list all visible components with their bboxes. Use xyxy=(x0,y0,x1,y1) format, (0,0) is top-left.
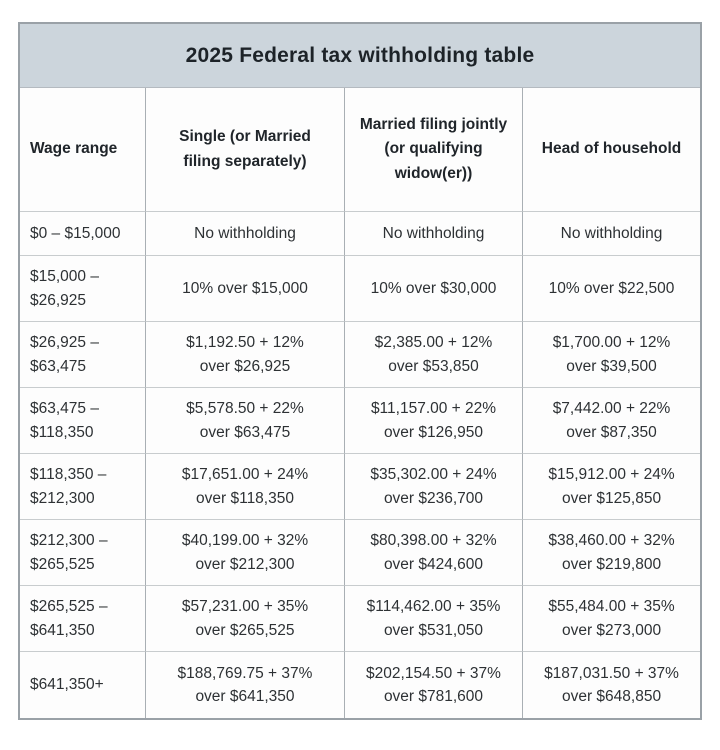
table-header-row: Wage range Single (or Married filing sep… xyxy=(20,88,701,212)
cell-single: $188,769.75 + 37% over $641,350 xyxy=(146,652,345,718)
column-header-wage-range: Wage range xyxy=(20,88,146,212)
cell-married-jointly: No withholding xyxy=(345,212,523,256)
table-title-row: 2025 Federal tax withholding table xyxy=(20,24,701,88)
table-row: $0 – $15,000 No withholding No withholdi… xyxy=(20,212,701,256)
cell-married-jointly: 10% over $30,000 xyxy=(345,256,523,322)
column-header-married-filing-jointly: Married filing jointly (or qualifying wi… xyxy=(345,88,523,212)
cell-wage-range: $641,350+ xyxy=(20,652,146,718)
cell-married-jointly: $2,385.00 + 12% over $53,850 xyxy=(345,322,523,388)
cell-single: $5,578.50 + 22% over $63,475 xyxy=(146,388,345,454)
cell-wage-range: $0 – $15,000 xyxy=(20,212,146,256)
cell-head-of-household: $38,460.00 + 32% over $219,800 xyxy=(523,520,701,586)
cell-wage-range: $118,350 – $212,300 xyxy=(20,454,146,520)
cell-single: $17,651.00 + 24% over $118,350 xyxy=(146,454,345,520)
table-row: $641,350+ $188,769.75 + 37% over $641,35… xyxy=(20,652,701,718)
table-row: $15,000 – $26,925 10% over $15,000 10% o… xyxy=(20,256,701,322)
cell-head-of-household: $1,700.00 + 12% over $39,500 xyxy=(523,322,701,388)
column-header-head-of-household: Head of household xyxy=(523,88,701,212)
cell-single: 10% over $15,000 xyxy=(146,256,345,322)
cell-head-of-household: No withholding xyxy=(523,212,701,256)
page-title: 2025 Federal tax withholding table xyxy=(20,24,701,88)
cell-head-of-household: $15,912.00 + 24% over $125,850 xyxy=(523,454,701,520)
cell-single: No withholding xyxy=(146,212,345,256)
table-row: $118,350 – $212,300 $17,651.00 + 24% ove… xyxy=(20,454,701,520)
cell-head-of-household: 10% over $22,500 xyxy=(523,256,701,322)
cell-wage-range: $26,925 – $63,475 xyxy=(20,322,146,388)
cell-married-jointly: $11,157.00 + 22% over $126,950 xyxy=(345,388,523,454)
cell-married-jointly: $35,302.00 + 24% over $236,700 xyxy=(345,454,523,520)
cell-married-jointly: $114,462.00 + 35% over $531,050 xyxy=(345,586,523,652)
cell-wage-range: $63,475 – $118,350 xyxy=(20,388,146,454)
federal-tax-withholding-table: 2025 Federal tax withholding table Wage … xyxy=(18,22,703,720)
cell-single: $1,192.50 + 12% over $26,925 xyxy=(146,322,345,388)
column-header-single: Single (or Married filing separately) xyxy=(146,88,345,212)
cell-wage-range: $265,525 – $641,350 xyxy=(20,586,146,652)
cell-wage-range: $15,000 – $26,925 xyxy=(20,256,146,322)
cell-married-jointly: $202,154.50 + 37% over $781,600 xyxy=(345,652,523,718)
cell-single: $57,231.00 + 35% over $265,525 xyxy=(146,586,345,652)
cell-single: $40,199.00 + 32% over $212,300 xyxy=(146,520,345,586)
table-row: $212,300 – $265,525 $40,199.00 + 32% ove… xyxy=(20,520,701,586)
table-row: $265,525 – $641,350 $57,231.00 + 35% ove… xyxy=(20,586,701,652)
cell-head-of-household: $55,484.00 + 35% over $273,000 xyxy=(523,586,701,652)
cell-head-of-household: $187,031.50 + 37% over $648,850 xyxy=(523,652,701,718)
cell-wage-range: $212,300 – $265,525 xyxy=(20,520,146,586)
cell-married-jointly: $80,398.00 + 32% over $424,600 xyxy=(345,520,523,586)
cell-head-of-household: $7,442.00 + 22% over $87,350 xyxy=(523,388,701,454)
table-row: $26,925 – $63,475 $1,192.50 + 12% over $… xyxy=(20,322,701,388)
table-row: $63,475 – $118,350 $5,578.50 + 22% over … xyxy=(20,388,701,454)
